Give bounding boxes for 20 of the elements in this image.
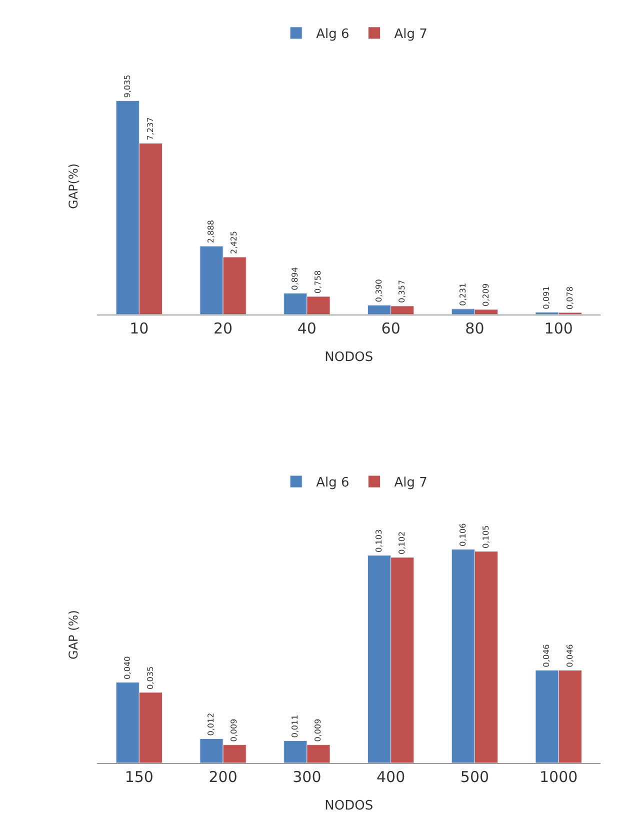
x-tick-label: 60 [381, 319, 400, 338]
y-axis-title: GAP(%) [66, 163, 80, 209]
x-axis-title: NODOS [324, 798, 374, 814]
x-axis-title: NODOS [324, 350, 374, 365]
legend-label: Alg 7 [394, 27, 428, 42]
x-tick-label: 100 [544, 319, 573, 338]
legend-label: Alg 6 [316, 476, 350, 491]
y-axis-title: GAP (%) [66, 610, 80, 660]
legend-label: Alg 7 [394, 476, 428, 491]
x-tick-label: 20 [213, 319, 233, 338]
x-tick-label: 400 [376, 768, 406, 786]
x-tick-label: 1000 [540, 768, 578, 786]
x-tick-label: 500 [460, 768, 490, 786]
x-tick-label: 150 [124, 768, 154, 786]
x-tick-label: 80 [465, 319, 484, 338]
legend-label: Alg 6 [316, 27, 350, 42]
x-tick-label: 10 [130, 319, 149, 338]
x-tick-label: 300 [292, 768, 322, 786]
x-tick-label: 40 [297, 319, 316, 338]
x-tick-label: 200 [208, 768, 238, 786]
